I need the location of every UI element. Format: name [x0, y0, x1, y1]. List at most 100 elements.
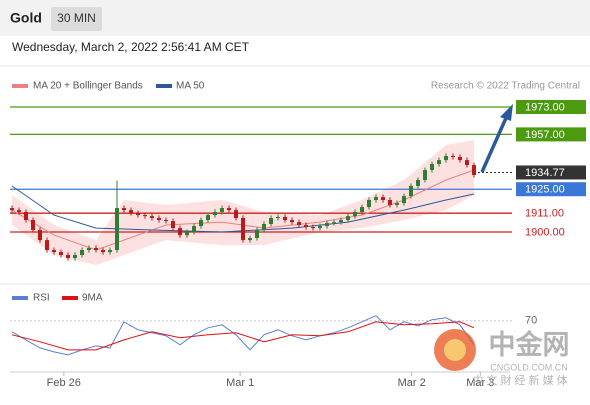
candle-body	[402, 196, 406, 204]
candle-body	[297, 222, 301, 226]
candle-body	[171, 221, 175, 229]
candle-body	[150, 216, 154, 218]
rsi-line	[11, 321, 475, 351]
candle-body	[115, 208, 119, 251]
candle-body	[416, 179, 420, 186]
candle-body	[17, 210, 21, 212]
candle-body	[199, 220, 203, 227]
candle-body	[45, 240, 49, 251]
candle-body	[192, 226, 196, 233]
candle-body	[437, 160, 441, 165]
x-tick-label: Mar 3	[466, 377, 494, 389]
watermark-slogan: 中 文 財 经 新 媒 体	[472, 373, 567, 387]
x-tick-label: Mar 2	[398, 377, 426, 389]
candle-body	[10, 208, 14, 211]
candle-body	[458, 157, 462, 161]
candle-body	[24, 211, 28, 221]
candle-body	[164, 220, 168, 222]
candle-body	[318, 226, 322, 229]
candle-body	[430, 164, 434, 171]
candle-body	[129, 210, 133, 214]
legend-swatch	[156, 84, 172, 88]
candle-body	[241, 217, 245, 241]
candle-body	[143, 215, 147, 217]
forecast-arrow	[480, 104, 513, 173]
candle-body	[185, 232, 189, 236]
legend-label: MA 20 + Bollinger Bands	[33, 81, 143, 92]
candle-body	[136, 213, 140, 216]
candle-body	[423, 170, 427, 180]
candle-body	[220, 208, 224, 212]
candle-body	[157, 217, 161, 221]
level-box	[516, 127, 586, 142]
candle-body	[255, 229, 259, 239]
candle-body	[472, 165, 476, 175]
bollinger-band	[12, 140, 474, 266]
candle-body	[311, 227, 315, 229]
candle-body	[451, 155, 455, 158]
level-label: 1957.00	[525, 129, 565, 141]
plot: 1973.00 1957.00 1934.77 1925.00 1911.00 1900.…	[10, 99, 586, 389]
level-label: 1911.00	[525, 208, 564, 220]
interval-label[interactable]: 30 MIN	[57, 11, 96, 25]
legend-swatch	[12, 84, 28, 88]
y-tick-label: 70	[525, 315, 537, 327]
candle-body	[227, 208, 231, 211]
candle-body	[101, 250, 105, 253]
candle-body	[444, 155, 448, 161]
level-label: 1925.00	[525, 184, 565, 196]
level-box	[516, 165, 586, 180]
instrument-title: Gold	[10, 10, 42, 26]
candle-body	[31, 220, 35, 230]
level-box	[516, 99, 586, 114]
legend-label: RSI	[33, 293, 50, 304]
candle-body	[283, 216, 287, 221]
candle-body	[94, 247, 98, 251]
candle-body	[52, 250, 56, 253]
candle-body	[213, 211, 217, 216]
legend-label: 9MA	[82, 293, 103, 304]
candle-body	[262, 223, 266, 230]
level-label: 1973.00	[525, 101, 565, 113]
candle-body	[367, 200, 371, 208]
interval-button[interactable]	[51, 7, 102, 31]
watermark: 中金网 CNGOLD.COM.CN 中 文 財 经 新 媒 体	[434, 329, 570, 387]
candle-body	[122, 208, 126, 211]
credit: Research © 2022 Trading Central	[431, 81, 580, 92]
rsi-line	[11, 315, 475, 356]
watermark-brand: 中金网	[489, 329, 570, 360]
candle-body	[73, 254, 77, 259]
level-label: 1934.77	[525, 167, 565, 179]
candle-body	[395, 203, 399, 205]
level-label: 1900.00	[525, 226, 565, 238]
candle-body	[388, 200, 392, 205]
candle-body	[346, 216, 350, 221]
candle-body	[80, 250, 84, 255]
watermark-logo	[444, 339, 466, 361]
candle-body	[269, 217, 273, 224]
x-tick-label: Feb 26	[47, 377, 81, 389]
candle-body	[66, 254, 70, 259]
legend-label: MA 50	[176, 81, 205, 92]
candle-body	[332, 222, 336, 224]
candle-body	[381, 197, 385, 201]
legend-swatch	[12, 296, 28, 300]
candle-body	[339, 220, 343, 223]
timestamp: Wednesday, March 2, 2022 2:56:41 AM CET	[12, 40, 250, 54]
candle-body	[234, 210, 238, 218]
candle-body	[206, 215, 210, 221]
arrow-head	[500, 104, 513, 121]
candle-body	[59, 252, 63, 255]
candle-body	[360, 207, 364, 212]
arrow-shaft	[480, 117, 508, 173]
candle-body	[304, 225, 308, 228]
level-box	[516, 182, 586, 197]
candle-body	[409, 185, 413, 197]
candle-body	[87, 247, 91, 251]
candle-body	[374, 197, 378, 201]
candle-body	[290, 220, 294, 223]
legend-swatch	[62, 296, 78, 300]
candle-body	[325, 222, 329, 227]
